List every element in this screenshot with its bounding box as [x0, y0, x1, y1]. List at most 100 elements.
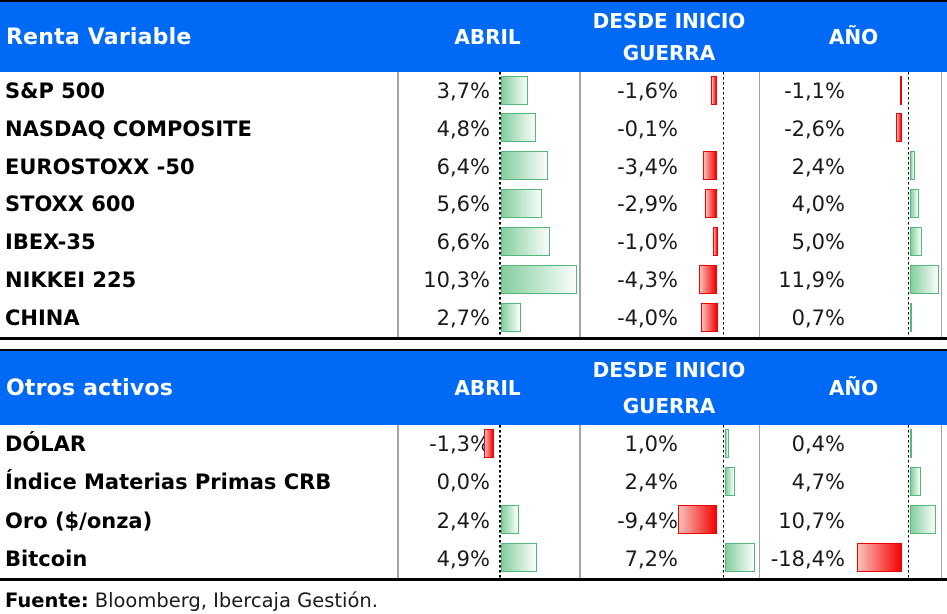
column-separator [940, 72, 942, 337]
cell-value-guerra: -1,6% [617, 78, 678, 103]
cell-value-ano: 10,7% [778, 508, 845, 533]
cell-value-guerra: -1,0% [617, 230, 678, 255]
column-separator [397, 425, 399, 578]
row-label: Bitcoin [5, 546, 88, 571]
row-label: Índice Materias Primas CRB [5, 470, 332, 495]
column-header-guerra-line1: DESDE INICIO [592, 358, 746, 382]
data-bar [501, 505, 519, 534]
data-bar [501, 113, 537, 143]
cell-value-ano: 0,4% [791, 432, 845, 457]
table-row: CHINA 2,7% -4,0% 0,7% [0, 299, 947, 337]
axis-baseline-ano [907, 72, 909, 337]
row-label: EUROSTOXX -50 [5, 154, 195, 179]
cell-value-abril: 6,4% [436, 154, 490, 179]
row-label: IBEX-35 [5, 230, 96, 255]
cell-value-ano: -2,6% [784, 116, 845, 141]
cell-value-ano: 4,0% [791, 192, 845, 217]
data-bar [501, 264, 577, 294]
table-row: Bitcoin 4,9% 7,2% -18,4% [0, 540, 947, 578]
cell-value-ano: -1,1% [784, 78, 845, 103]
table-row: NIKKEI 225 10,3% -4,3% 11,9% [0, 261, 947, 299]
row-label: CHINA [5, 305, 80, 330]
data-bar [700, 302, 718, 332]
data-bar [909, 505, 936, 534]
cell-value-abril: 10,3% [423, 268, 490, 293]
data-bar [501, 151, 549, 181]
column-header-ano: AÑO [828, 25, 879, 49]
row-label: NIKKEI 225 [5, 268, 137, 293]
column-separator [579, 425, 581, 578]
cell-value-guerra: -3,4% [617, 154, 678, 179]
data-bar [909, 264, 939, 294]
axis-baseline-guerra [722, 425, 724, 578]
row-label: STOXX 600 [5, 192, 136, 217]
data-bar [501, 189, 543, 219]
data-bar [501, 75, 529, 105]
source-note: Fuente: Bloomberg, Ibercaja Gestión. [5, 589, 378, 612]
renta-variable-header: Renta Variable ABRIL DESDE INICIO GUERRA… [0, 2, 947, 72]
cell-value-abril: 6,6% [436, 230, 490, 255]
data-bar [909, 302, 912, 332]
cell-value-guerra: -9,4% [617, 508, 678, 533]
data-bar [724, 466, 735, 496]
cell-value-ano: -18,4% [770, 546, 845, 571]
column-separator [758, 425, 760, 578]
row-label: S&P 500 [5, 78, 105, 103]
renta-variable-body: S&P 500 3,7% -1,6% -1,1% NASDAQ COMPOSIT… [0, 72, 947, 337]
data-bar [899, 75, 903, 105]
table-title: Renta Variable [6, 24, 192, 50]
axis-baseline-abril [499, 72, 501, 337]
column-header-guerra-line2: GUERRA [622, 394, 716, 418]
data-bar [484, 428, 494, 458]
cell-value-guerra: -0,1% [617, 116, 678, 141]
cell-value-abril: 3,7% [436, 78, 490, 103]
renta-variable-table: Renta Variable ABRIL DESDE INICIO GUERRA… [0, 0, 947, 340]
cell-value-guerra: 2,4% [624, 470, 678, 495]
axis-baseline-abril [499, 425, 501, 578]
data-bar [724, 543, 756, 573]
cell-value-ano: 2,4% [791, 154, 845, 179]
cell-value-abril: 2,4% [436, 508, 490, 533]
table-row: EUROSTOXX -50 6,4% -3,4% 2,4% [0, 148, 947, 186]
column-separator [579, 72, 581, 337]
data-bar [909, 466, 921, 496]
cell-value-abril: 0,0% [436, 470, 490, 495]
table-row: IBEX-35 6,6% -1,0% 5,0% [0, 223, 947, 261]
column-header-ano: AÑO [828, 376, 879, 400]
column-separator [940, 425, 942, 578]
row-label: NASDAQ COMPOSITE [5, 116, 252, 141]
cell-value-ano: 5,0% [791, 230, 845, 255]
table-title: Otros activos [6, 375, 174, 401]
data-bar [724, 428, 729, 458]
column-header-abril: ABRIL [454, 25, 521, 49]
data-bar [677, 505, 718, 534]
column-header-guerra-line1: DESDE INICIO [592, 9, 746, 33]
otros-activos-header: Otros activos ABRIL DESDE INICIO GUERRA … [0, 351, 947, 425]
table-row: Oro ($/onza) 2,4% -9,4% 10,7% [0, 502, 947, 540]
data-bar [909, 226, 922, 256]
cell-value-ano: 0,7% [791, 305, 845, 330]
cell-value-ano: 4,7% [791, 470, 845, 495]
cell-value-abril: 4,9% [436, 546, 490, 571]
data-bar [713, 226, 718, 256]
axis-baseline-guerra [722, 72, 724, 337]
table-row: STOXX 600 5,6% -2,9% 4,0% [0, 186, 947, 224]
axis-baseline-ano [907, 425, 909, 578]
cell-value-abril: 2,7% [436, 305, 490, 330]
data-bar [501, 543, 537, 573]
cell-value-guerra: -4,0% [617, 305, 678, 330]
row-label: DÓLAR [5, 432, 87, 457]
otros-activos-body: DÓLAR -1,3% 1,0% 0,4% Índice Materias Pr… [0, 425, 947, 578]
cell-value-ano: 11,9% [778, 268, 845, 293]
column-separator [758, 72, 760, 337]
cell-value-guerra: -4,3% [617, 268, 678, 293]
data-bar [501, 226, 550, 256]
data-bar [909, 428, 912, 458]
table-row: NASDAQ COMPOSITE 4,8% -0,1% -2,6% [0, 110, 947, 148]
table-row: Índice Materias Primas CRB 0,0% 2,4% 4,7… [0, 463, 947, 501]
column-header-abril: ABRIL [454, 376, 521, 400]
table-row: DÓLAR -1,3% 1,0% 0,4% [0, 425, 947, 463]
table-row: S&P 500 3,7% -1,6% -1,1% [0, 72, 947, 110]
source-label: Fuente: [5, 589, 89, 612]
column-header-guerra-line2: GUERRA [622, 41, 716, 65]
